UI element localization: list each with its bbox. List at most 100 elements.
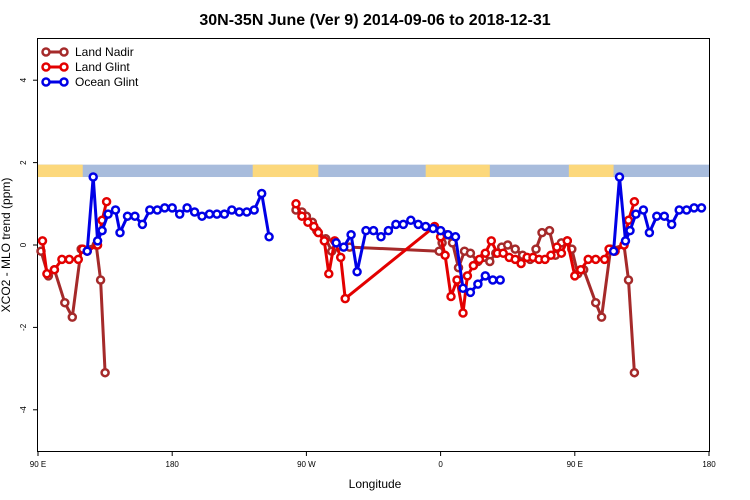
series-0-point-0-8 [100, 367, 110, 378]
series-1-point-1-12 [440, 250, 450, 261]
series-1-point-1-36 [583, 254, 593, 265]
land-band-segment-2 [425, 164, 490, 178]
series-1-point-1-38 [599, 254, 610, 265]
series-2-point-2-0 [608, 246, 619, 256]
series-layer [36, 172, 707, 378]
series-0-point-1-14 [465, 248, 476, 258]
axis-ticks: 90 E 180 90 W 0 90 E 180 -4 -2 0 2 4 [19, 77, 716, 469]
series-2-point-0-24 [249, 205, 259, 215]
legend-marker-0 [41, 47, 51, 57]
series-1-point-1-20 [486, 236, 497, 246]
series-2-point-1-5 [368, 225, 379, 236]
series-1-point-1-1 [297, 211, 307, 221]
series-0 [36, 205, 640, 378]
series-1-point-1-0 [291, 199, 301, 209]
series-2-point-2-7 [652, 211, 662, 221]
series-2-point-2-13 [696, 203, 707, 213]
series-2-point-0-19 [212, 209, 222, 219]
series-2-point-0-10 [145, 205, 155, 215]
series-0-point-1-17 [485, 256, 495, 267]
legend-marker-1 [41, 62, 51, 72]
legend-label-2: Ocean Glint [75, 75, 139, 89]
series-0-point-1-37 [623, 275, 634, 285]
series-2-point-0-26 [264, 232, 274, 242]
series-1-point-1-14 [452, 275, 462, 285]
series-1-point-1-42 [623, 215, 634, 226]
series-2-point-1-17 [458, 283, 468, 294]
series-1-point-1-2 [303, 217, 313, 228]
series-2-point-1-0 [331, 238, 341, 248]
legend-label-0: Land Nadir [75, 45, 134, 59]
y-tick-label-0: -4 [19, 406, 28, 414]
series-2-point-0-23 [242, 207, 252, 217]
series-0-point-1-33 [590, 297, 601, 308]
series-2-point-1-12 [420, 221, 431, 232]
series-0-line-0 [39, 243, 107, 373]
series-1-point-1-25 [516, 258, 526, 269]
series-1-point-1-13 [446, 291, 456, 302]
series-2-point-0-22 [234, 207, 245, 217]
series-1-point-1-35 [576, 264, 586, 275]
series-2-point-0-7 [122, 211, 133, 221]
series-1-point-1-16 [462, 271, 473, 281]
series-2 [82, 172, 707, 298]
series-1-point-1-17 [468, 260, 479, 271]
legend-marker-end-0 [59, 47, 69, 57]
x-tick-label-0: 90 E [30, 460, 46, 469]
series-2-point-0-14 [174, 209, 185, 219]
series-2-point-1-16 [450, 232, 461, 242]
series-2-point-1-10 [406, 215, 416, 226]
series-1-point-1-22 [498, 248, 508, 258]
series-0-point-0-7 [95, 275, 106, 285]
series-2-point-0-13 [167, 203, 177, 213]
series-2-point-0-6 [115, 227, 125, 238]
series-1-point-1-9 [340, 293, 350, 304]
legend-label-1: Land Glint [75, 60, 130, 74]
x-tick-label-4: 90 E [567, 460, 583, 469]
series-1-point-1-18 [474, 254, 485, 265]
series-2-point-0-5 [110, 205, 121, 215]
series-2-point-0-12 [159, 203, 170, 213]
series-0-point-1-26 [544, 225, 555, 236]
series-1-point-0-1 [42, 269, 52, 279]
series-2-point-0-15 [182, 203, 192, 213]
series-2-point-2-3 [625, 225, 635, 236]
series-1-point-1-32 [556, 248, 567, 258]
series-2-point-1-13 [428, 223, 438, 234]
series-1-point-1-6 [324, 269, 334, 279]
series-0-point-1-24 [531, 244, 541, 254]
series-2-point-0-1 [88, 172, 98, 182]
series-1-point-1-34 [570, 271, 580, 281]
y-tick-label-1: -2 [19, 323, 28, 331]
series-1-point-1-5 [319, 236, 330, 246]
legend-marker-end-1 [59, 62, 69, 72]
land-band-segment-0 [38, 164, 83, 178]
series-1-point-0-5 [73, 254, 84, 265]
series-2-point-2-1 [614, 172, 625, 182]
series-2-point-0-18 [204, 209, 215, 219]
series-2-point-1-21 [488, 275, 498, 285]
x-tick-label-2: 90 W [297, 460, 316, 469]
series-2-point-1-3 [352, 267, 362, 277]
x-axis-label: Longitude [349, 477, 402, 491]
series-2-point-1-8 [391, 219, 401, 230]
series-2-point-2-4 [631, 209, 641, 219]
series-2-point-0-0 [82, 246, 92, 256]
series-2-point-2-2 [620, 236, 631, 246]
series-2-point-2-6 [644, 227, 655, 238]
series-1-point-0-3 [57, 254, 67, 265]
series-2-point-1-15 [443, 229, 453, 240]
series-1-point-1-29 [540, 254, 550, 265]
series-2-point-1-6 [376, 232, 386, 242]
series-2-point-0-11 [152, 205, 163, 215]
land-mask-band [38, 164, 709, 178]
series-2-point-1-1 [338, 242, 349, 252]
legend-marker-end-2 [59, 77, 69, 87]
series-0-point-1-20 [502, 240, 513, 250]
series-2-point-0-9 [137, 219, 148, 230]
series-2-point-2-8 [659, 211, 670, 221]
x-tick-label-5: 180 [702, 460, 716, 469]
series-2-point-0-2 [92, 236, 103, 246]
series-0-point-1-25 [537, 227, 547, 238]
y-tick-label-4: 4 [19, 77, 28, 82]
